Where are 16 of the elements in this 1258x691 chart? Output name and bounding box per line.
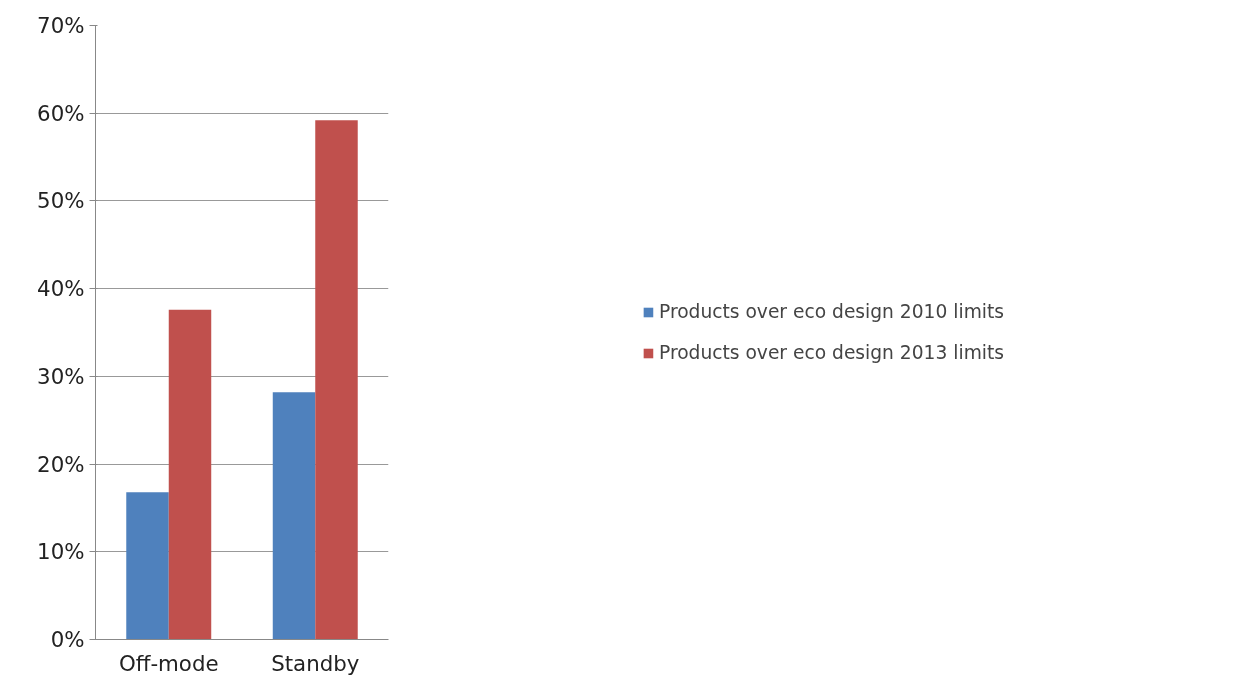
x-tick-label: Off-mode xyxy=(118,650,219,676)
y-tick-label: 30% xyxy=(37,363,85,389)
legend-label: Products over eco design 2013 limits xyxy=(658,342,1005,363)
y-tick-label: 0% xyxy=(50,627,85,652)
y-tick-label: 50% xyxy=(37,188,85,214)
y-tick-label: 70% xyxy=(37,13,85,38)
y-tick-label: 10% xyxy=(37,539,85,565)
bar xyxy=(315,120,358,640)
bar xyxy=(126,492,169,640)
y-tick-label: 60% xyxy=(37,100,85,126)
y-tick-label: 40% xyxy=(37,276,85,302)
y-tick-label: 20% xyxy=(37,451,85,477)
legend-label: Products over eco design 2010 limits xyxy=(658,301,1005,322)
bar xyxy=(168,309,212,640)
bar xyxy=(272,392,316,640)
x-tick-label: Standby xyxy=(271,650,360,676)
